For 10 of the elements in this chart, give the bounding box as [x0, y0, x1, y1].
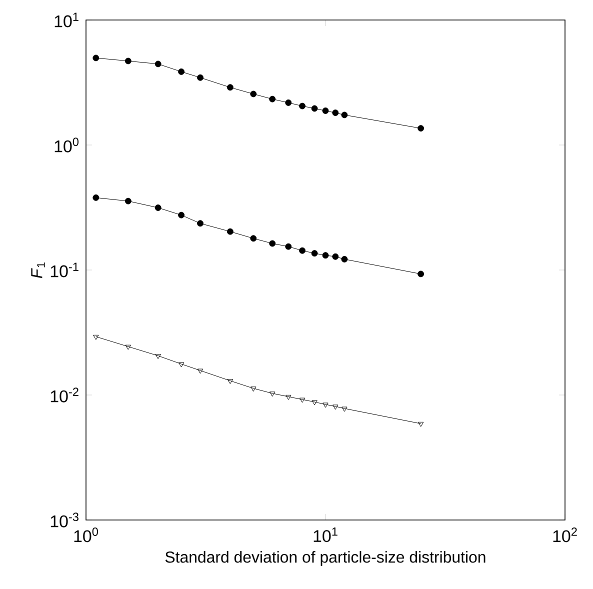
x-axis-title: Standard deviation of particle-size distribution	[165, 551, 486, 566]
y-tick-label: 10$^{1}$	[54, 12, 78, 28]
y-tick-label: 10$^{-3}$	[50, 512, 78, 528]
y-tick-label: 10$^{-1}$	[50, 262, 78, 278]
x-tick-label: 10$^{0}$	[74, 528, 98, 542]
y-axis-title: F$_{1}$	[31, 262, 45, 278]
y-tick-label: 10$^{0}$	[54, 138, 79, 152]
y-tick-label: 10$^{-2}$	[50, 388, 78, 402]
x-tick-label: 10$^{2}$	[553, 528, 577, 542]
x-tick-label: 10$^{1}$	[314, 528, 338, 542]
